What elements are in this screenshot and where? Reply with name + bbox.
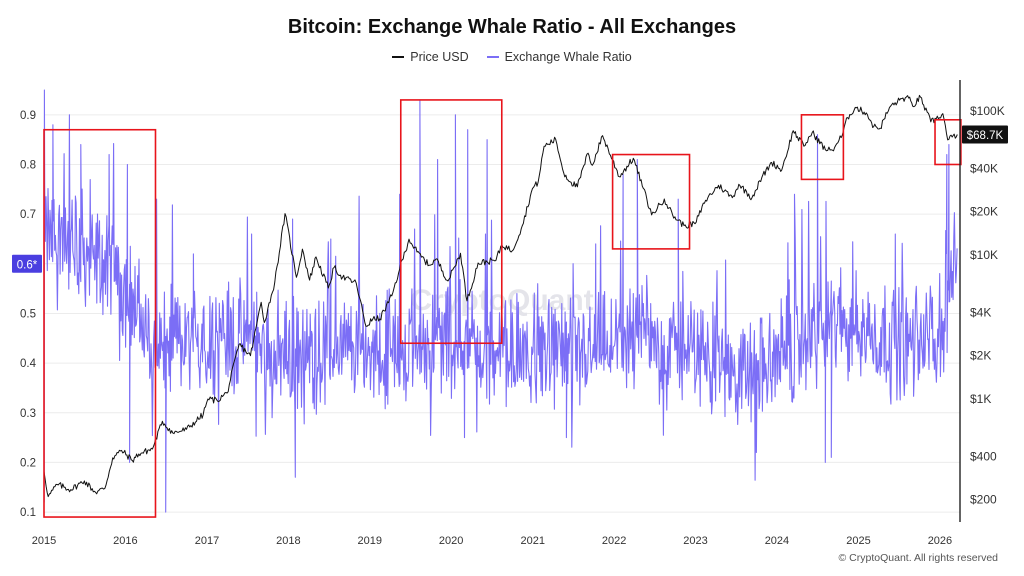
y-left-tick-label: 0.8: [20, 159, 36, 171]
x-tick-label: 2020: [439, 535, 463, 547]
y-right-tick-label: $100K: [970, 104, 1005, 118]
current-price-label: $68.7K: [967, 130, 1004, 142]
chart-legend: Price USD Exchange Whale Ratio: [0, 50, 1024, 64]
y-right-tick-label: $4K: [970, 305, 991, 319]
x-tick-label: 2025: [846, 535, 870, 547]
x-tick-label: 2024: [765, 535, 789, 547]
y-right-tick-label: $1K: [970, 392, 991, 406]
y-right-tick-label: $400: [970, 449, 997, 463]
x-tick-label: 2022: [602, 535, 626, 547]
legend-swatch-whale-ratio: [486, 56, 499, 58]
y-right-tick-label: $10K: [970, 248, 998, 262]
y-right-tick-label: $200: [970, 493, 997, 507]
x-tick-label: 2019: [358, 535, 382, 547]
y-left-tick-label: 0.3: [20, 408, 36, 420]
x-tick-label: 2018: [276, 535, 300, 547]
legend-item-price[interactable]: Price USD: [392, 50, 469, 64]
legend-label-whale-ratio: Exchange Whale Ratio: [504, 50, 632, 64]
y-left-tick-label: 0.5: [20, 308, 36, 320]
copyright-footer: © CryptoQuant. All rights reserved: [838, 552, 998, 564]
highlight-box: [934, 118, 962, 166]
x-tick-label: 2015: [32, 535, 56, 547]
y-left-tick-label: 0.7: [20, 209, 36, 221]
y-left-tick-label: 0.2: [20, 457, 36, 469]
y-left-tick-label: 0.4: [20, 358, 37, 370]
chart-title: Bitcoin: Exchange Whale Ratio - All Exch…: [287, 16, 737, 38]
whale-ratio-line: [43, 89, 958, 513]
y-right-tick-label: $40K: [970, 161, 998, 175]
highlight-box: [611, 153, 691, 250]
current-price-badge: [962, 125, 1008, 144]
x-tick-label: 2021: [521, 535, 545, 547]
y-right-tick-label: $2K: [970, 349, 991, 363]
highlight-box: [800, 114, 845, 181]
y-left-tick-label: 0.9: [20, 110, 36, 122]
x-tick-label: 2026: [928, 535, 952, 547]
x-tick-label: 2016: [113, 535, 137, 547]
current-whale-ratio-badge: [12, 254, 42, 273]
highlight-box: [399, 99, 503, 345]
x-tick-label: 2017: [195, 535, 219, 547]
legend-swatch-price: [392, 56, 405, 58]
y-right-tick-label: $20K: [970, 205, 998, 219]
legend-label-price: Price USD: [410, 50, 469, 64]
highlight-box: [43, 128, 157, 518]
current-whale-ratio-label: 0.6*: [17, 259, 38, 271]
x-tick-label: 2023: [683, 535, 707, 547]
y-left-tick-label: 0.1: [20, 507, 36, 519]
legend-item-whale-ratio[interactable]: Exchange Whale Ratio: [486, 50, 632, 64]
